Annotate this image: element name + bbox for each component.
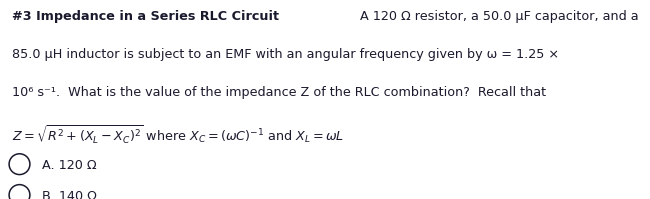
Text: 10⁶ s⁻¹.  What is the value of the impedance Z of the RLC combination?  Recall t: 10⁶ s⁻¹. What is the value of the impeda… — [12, 86, 546, 99]
Text: 85.0 μH inductor is subject to an EMF with an angular frequency given by ω = 1.2: 85.0 μH inductor is subject to an EMF wi… — [12, 48, 559, 61]
Text: A 120 Ω resistor, a 50.0 μF capacitor, and a: A 120 Ω resistor, a 50.0 μF capacitor, a… — [356, 10, 639, 23]
Text: $Z = \sqrt{R^2 + (X_L - X_C)^2}$ where $X_C = (\omega C)^{-1}$ and $X_L = \omega: $Z = \sqrt{R^2 + (X_L - X_C)^2}$ where $… — [12, 123, 344, 146]
Text: B. 140 Ω: B. 140 Ω — [42, 190, 97, 199]
Text: A. 120 Ω: A. 120 Ω — [42, 159, 97, 172]
Text: #3 Impedance in a Series RLC Circuit: #3 Impedance in a Series RLC Circuit — [12, 10, 279, 23]
